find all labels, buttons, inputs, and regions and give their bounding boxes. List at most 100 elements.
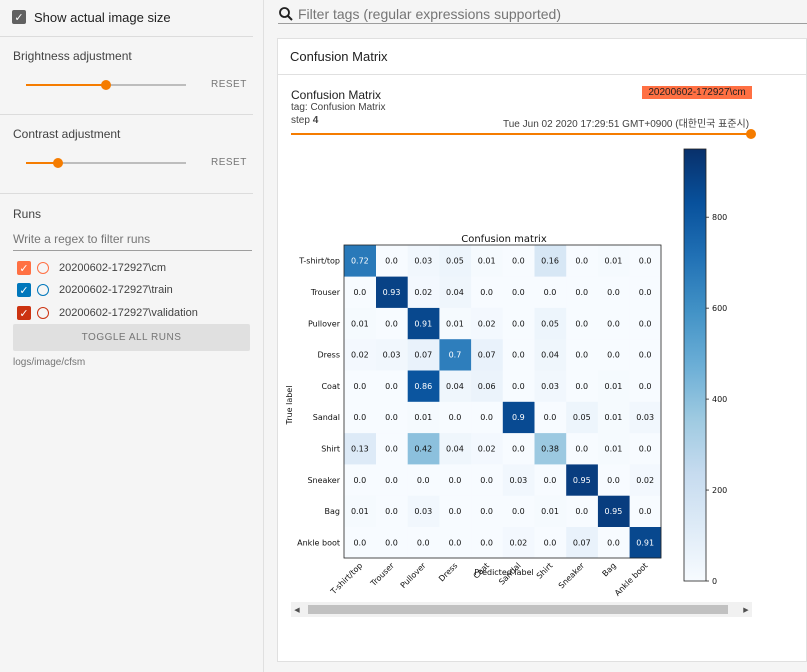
cell-value-label: 0.38 xyxy=(541,444,559,453)
brightness-reset-button[interactable]: RESET xyxy=(211,79,247,90)
heatmap-cell xyxy=(629,464,662,496)
heatmap-cell xyxy=(629,307,662,340)
heatmap-cell xyxy=(344,464,376,496)
run-name: 20200602-172927\cm xyxy=(59,262,167,274)
heatmap-cell xyxy=(344,432,376,465)
scroll-left-icon[interactable]: ◀ xyxy=(294,605,300,614)
cell-value-label: 0.0 xyxy=(512,257,525,266)
y-tick-label: Trouser xyxy=(310,288,341,297)
heatmap-cell xyxy=(629,370,662,402)
color-circle-icon[interactable] xyxy=(37,307,49,319)
cell-value-label: 0.0 xyxy=(385,319,398,328)
heatmap-cell xyxy=(565,526,598,559)
cell-value-label: 0.0 xyxy=(575,507,588,516)
heatmap-cell xyxy=(534,464,567,496)
heatmap-cell xyxy=(439,401,472,434)
cell-value-label: 0.0 xyxy=(480,413,493,422)
run-badge: 20200602-172927\cm xyxy=(642,86,752,99)
brightness-thumb[interactable] xyxy=(101,80,111,90)
scroll-right-icon[interactable]: ▶ xyxy=(743,605,749,614)
cell-value-label: 0.01 xyxy=(541,507,559,516)
heatmap-cell xyxy=(344,495,376,527)
cell-value-label: 0.0 xyxy=(639,351,652,360)
run-item[interactable]: ✓ 20200602-172927\cm xyxy=(17,260,166,276)
cell-value-label: 0.0 xyxy=(512,288,525,297)
check-icon[interactable]: ✓ xyxy=(17,283,31,297)
card-header[interactable]: Confusion Matrix xyxy=(278,39,806,75)
heatmap-cell xyxy=(407,276,440,308)
cell-value-label: 0.04 xyxy=(446,382,464,391)
cell-value-label: 0.0 xyxy=(512,382,525,391)
contrast-label: Contrast adjustment xyxy=(13,127,121,141)
y-tick-label: Bag xyxy=(325,507,340,516)
cell-value-label: 0.95 xyxy=(573,476,591,485)
heatmap-cell xyxy=(375,526,408,559)
heatmap-cell xyxy=(597,432,630,465)
cell-value-label: 0.02 xyxy=(636,476,654,485)
contrast-reset-button[interactable]: RESET xyxy=(211,157,247,168)
run-item[interactable]: ✓ 20200602-172927\train xyxy=(17,282,173,298)
cell-value-label: 0.0 xyxy=(512,319,525,328)
check-icon[interactable]: ✓ xyxy=(17,261,31,275)
check-icon[interactable]: ✓ xyxy=(17,306,31,320)
colorbar xyxy=(683,148,707,582)
cell-value-label: 0.0 xyxy=(639,444,652,453)
cell-value-label: 0.0 xyxy=(607,319,620,328)
heatmap-cell xyxy=(502,338,535,371)
cell-value-label: 0.0 xyxy=(639,319,652,328)
horizontal-scrollbar[interactable]: ◀ ▶ xyxy=(291,602,752,617)
color-circle-icon[interactable] xyxy=(37,262,49,274)
x-tick-label: Pullover xyxy=(399,561,429,591)
cell-value-label: 0.0 xyxy=(417,538,430,547)
step-track[interactable] xyxy=(291,133,751,135)
heatmap-cell xyxy=(470,432,503,465)
y-tick-label: Dress xyxy=(317,351,340,360)
image-card: Confusion Matrix Confusion Matrix tag: C… xyxy=(277,38,807,662)
cell-value-label: 0.0 xyxy=(575,382,588,391)
cell-value-label: 0.0 xyxy=(385,538,398,547)
cell-value-label: 0.0 xyxy=(512,444,525,453)
heatmap-cell xyxy=(502,276,535,308)
contrast-fill xyxy=(26,162,58,164)
cell-value-label: 0.0 xyxy=(575,288,588,297)
heatmap-cell xyxy=(407,338,440,371)
y-tick-label: Pullover xyxy=(308,319,341,328)
scrollbar-thumb[interactable] xyxy=(308,605,728,614)
step-thumb[interactable] xyxy=(746,129,756,139)
heatmap-cell xyxy=(534,495,567,527)
tag-filter-input[interactable]: Filter tags (regular expressions support… xyxy=(298,5,562,22)
heatmap-cell xyxy=(629,432,662,465)
cell-value-label: 0.06 xyxy=(478,382,496,391)
search-icon xyxy=(279,6,293,21)
toggle-all-runs-button[interactable]: TOGGLE ALL RUNS xyxy=(13,324,250,351)
heatmap-cell xyxy=(375,338,408,371)
contrast-thumb[interactable] xyxy=(53,158,63,168)
runs-filter-input[interactable]: Write a regex to filter runs xyxy=(13,232,252,251)
cell-value-label: 0.0 xyxy=(575,444,588,453)
heatmap-cell xyxy=(502,245,535,277)
tag-filter[interactable]: Filter tags (regular expressions support… xyxy=(278,4,807,24)
run-item[interactable]: ✓ 20200602-172927\validation xyxy=(17,305,198,321)
cell-value-label: 0.01 xyxy=(351,507,369,516)
heatmap-cell xyxy=(502,432,535,465)
heatmap-cell xyxy=(597,370,630,402)
heatmap-cell xyxy=(439,464,472,496)
heatmap-cell xyxy=(439,276,472,308)
cell-value-label: 0.0 xyxy=(544,288,557,297)
cell-value-label: 0.01 xyxy=(605,382,623,391)
color-circle-icon[interactable] xyxy=(37,284,49,296)
heatmap-cell xyxy=(344,338,376,371)
contrast-track[interactable] xyxy=(26,162,186,164)
show-actual-size-checkbox[interactable]: ✓ Show actual image size xyxy=(12,8,171,26)
cell-value-label: 0.0 xyxy=(575,319,588,328)
cell-value-label: 0.05 xyxy=(446,257,464,266)
cell-value-label: 0.07 xyxy=(573,538,591,547)
heatmap-cell xyxy=(597,526,630,559)
cell-value-label: 0.0 xyxy=(417,476,430,485)
cell-value-label: 0.0 xyxy=(385,444,398,453)
cell-value-label: 0.0 xyxy=(639,382,652,391)
cell-value-label: 0.0 xyxy=(385,476,398,485)
heatmap-cell xyxy=(470,370,503,402)
colorbar-tick-label: 0 xyxy=(712,577,717,586)
cell-value-label: 0.02 xyxy=(478,319,496,328)
